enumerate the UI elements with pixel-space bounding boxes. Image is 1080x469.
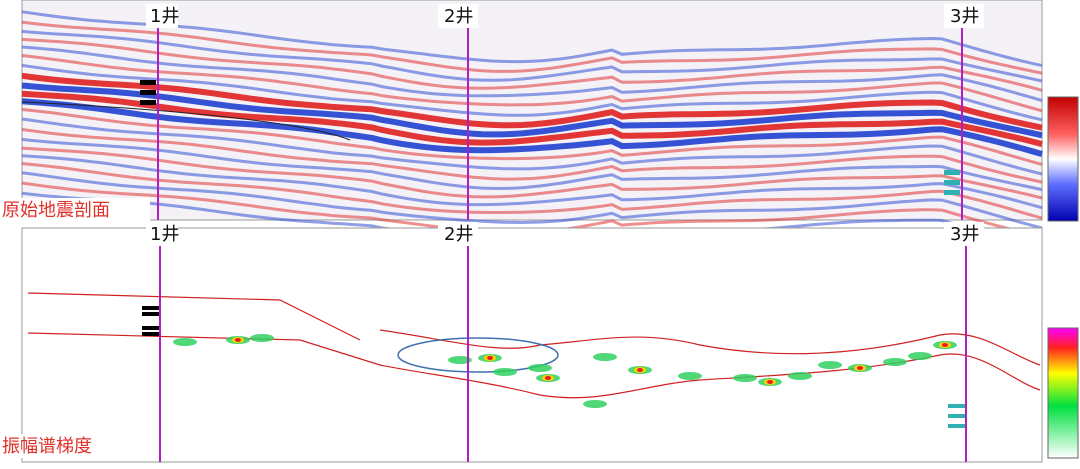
log-track (140, 80, 156, 85)
log-track (948, 404, 966, 408)
seismic-band (21, 117, 1043, 176)
panel-label: 原始地震剖面 (2, 200, 110, 221)
well-label: 3井 (950, 6, 979, 27)
seismic-band (21, 137, 1043, 192)
log-track (944, 190, 960, 195)
gradient-panel (21, 227, 1043, 463)
seismic-band (21, 82, 1043, 139)
anomaly (818, 361, 842, 369)
well-label: 1井 (150, 6, 179, 27)
log-track (140, 90, 156, 95)
log-track (944, 180, 960, 185)
seismic-band (21, 45, 1043, 102)
seismic-band (21, 63, 1043, 122)
anomaly (593, 353, 617, 361)
anomaly (528, 364, 552, 372)
well-label: 2井 (444, 224, 473, 245)
log-track (142, 306, 160, 310)
anomaly (788, 372, 812, 380)
seismic-band (21, 171, 1043, 230)
anomaly (173, 338, 197, 346)
label-box (438, 4, 478, 28)
seismic-band (21, 10, 1043, 68)
colorbar (1047, 96, 1079, 222)
log-track (948, 424, 966, 428)
well-label: 1井 (150, 224, 179, 245)
seismic-band (21, 20, 1043, 75)
label-box (146, 222, 178, 246)
log-track (948, 414, 966, 418)
anomaly (637, 368, 643, 372)
anomaly (678, 372, 702, 380)
anomaly (250, 334, 274, 342)
anomaly (767, 380, 773, 384)
highlight-ellipse (397, 337, 559, 373)
log-track (944, 170, 960, 175)
anomaly (857, 366, 863, 370)
seismic-band (21, 154, 1043, 210)
seismic-band (21, 162, 1043, 220)
seismic-band (21, 108, 1043, 166)
anomaly (235, 338, 241, 342)
colorbar (1047, 327, 1079, 459)
well-label: 2井 (444, 6, 473, 27)
seismic-band (21, 72, 1043, 131)
log-track (140, 100, 156, 105)
anomaly (908, 352, 932, 360)
label-box (0, 198, 150, 222)
label-box (944, 4, 984, 28)
anomaly (545, 376, 551, 380)
anomaly (583, 400, 607, 408)
seismic-band (21, 54, 1043, 113)
anomaly (883, 358, 907, 366)
seismic-band (21, 90, 1043, 148)
well-label: 3井 (950, 224, 979, 245)
seismic-band (21, 146, 1043, 200)
seismic-band (21, 37, 1043, 92)
label-box (146, 4, 178, 28)
log-track (142, 326, 160, 330)
label-box (438, 222, 478, 246)
seismic-band (21, 29, 1043, 83)
panel-label: 振幅谱梯度 (2, 436, 92, 457)
anomaly (487, 356, 493, 360)
log-track (142, 312, 160, 316)
anomaly (733, 374, 757, 382)
log-track (142, 332, 160, 336)
horizon (21, 101, 351, 141)
horizon (27, 292, 1041, 366)
anomaly (942, 343, 948, 347)
anomaly (448, 356, 472, 364)
seismic-band (21, 98, 1043, 157)
anomaly (493, 368, 517, 376)
seismic-band (21, 128, 1043, 184)
label-box (944, 222, 984, 246)
label-box (0, 434, 120, 458)
